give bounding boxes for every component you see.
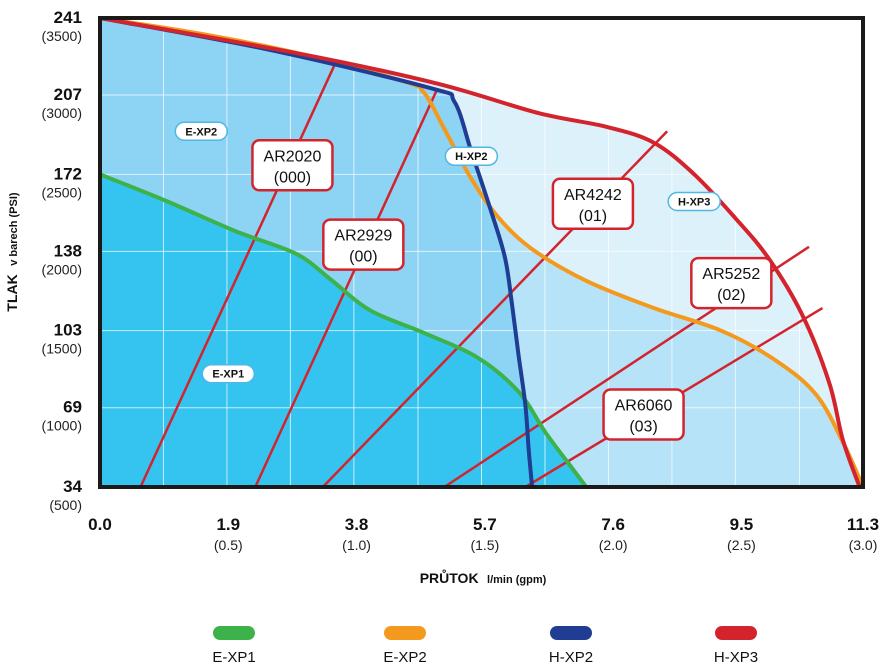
plot-frame [98,16,865,489]
x-tick-sublabel: (1.5) [470,537,499,553]
legend-label: H-XP3 [714,649,758,666]
y-tick-sublabel: (1000) [42,418,82,434]
ar-box-model: AR4242 [564,187,622,204]
legend-swatch [213,626,255,640]
legend-item-h-xp2: H-XP2 [549,626,593,666]
ar-box-code: (01) [579,208,607,225]
y-tick-sublabel: (3000) [42,105,82,121]
region-label-text: H-XP2 [455,151,487,163]
region-label-pill [201,363,256,384]
x-tick-sublabel: (0.5) [214,537,243,553]
ar-box-model: AR6060 [615,397,673,414]
region-label-text: E-XP1 [212,369,244,381]
y-tick-sublabel: (2000) [42,261,82,277]
legend-label: H-XP2 [549,649,593,666]
ar-box-ar6060: AR6060 (03) [602,388,685,441]
ar-box-ar5252: AR5252 (02) [690,256,773,310]
series-line-e-xp1 [100,172,589,487]
y-tick-sublabel: (2500) [42,184,82,200]
legend: E-XP1 E-XP2 H-XP2 H-XP3 [212,626,758,666]
legend-swatch [715,626,757,640]
y-tick-label: 69 [63,398,82,417]
ar-box-ar2929: AR2929 (00) [322,218,405,271]
region-label-e-xp1: E-XP1 [201,363,256,384]
x-axis: 0.0 1.9 (0.5) 3.8 (1.0) 5.7 (1.5) 7.6 (2.0) 9.5 (2… [88,515,879,553]
ar-box-code: (03) [629,418,657,435]
x-tick-label: 1.9 [216,515,240,534]
ar-box-code: (02) [717,287,745,304]
region-label-pill [667,191,721,212]
region-label-e-xp2: E-XP2 [174,121,229,142]
x-tick-label: 0.0 [88,515,112,534]
legend-item-h-xp3: H-XP3 [714,626,758,666]
region-label-text: H-XP3 [678,197,710,209]
region-label-h-xp2: H-XP2 [444,146,499,166]
ar-box-code: (00) [349,249,377,266]
y-axis-title-main: TLAK [4,274,20,311]
ar-line-ar2020 [139,60,338,487]
ar-box-frame [251,139,334,192]
x-tick-sublabel: (2.5) [727,537,756,553]
ar-box-model: AR5252 [702,266,760,283]
ar-box-frame [551,177,635,231]
svg-text:TLAK v barech (PSI): TLAK v barech (PSI) [4,192,21,311]
y-axis-title-unit: v barech (PSI) [8,192,20,266]
x-tick-label: 7.6 [601,515,625,534]
x-tick-sublabel: (1.0) [342,537,371,553]
legend-item-e-xp1: E-XP1 [212,626,256,666]
legend-label: E-XP2 [383,649,426,666]
region-label-pill [174,121,229,142]
series-line-h-xp3 [100,18,862,487]
ar-box-frame [602,388,685,441]
ar-box-model: AR2929 [334,228,392,245]
region-label-pill [444,146,499,166]
region-label-text: E-XP2 [185,126,217,138]
y-tick-label: 207 [54,85,82,104]
y-tick-label: 34 [63,477,82,496]
x-tick-sublabel: (3.0) [849,537,878,553]
y-tick-label: 241 [54,8,82,27]
ar-box-ar4242: AR4242 (01) [551,177,635,231]
series-line-h-xp2 [100,18,535,487]
y-tick-sublabel: (3500) [42,28,82,44]
ar-box-frame [690,256,773,310]
ar-box-frame [322,218,405,271]
y-axis-title: TLAK v barech (PSI) [4,192,21,311]
region-labels: E-XP2 H-XP2 H-XP3 E-XP1 [174,121,721,384]
legend-swatch [384,626,426,640]
series-lines [100,18,863,487]
ar-boxes: AR2020 (000) AR2929 (00) AR4242 (01) AR5252 (02… [251,139,773,441]
legend-item-e-xp2: E-XP2 [383,626,427,666]
x-tick-label: 11.3 [847,515,879,534]
y-tick-label: 103 [54,321,82,340]
ar-box-model: AR2020 [264,148,322,165]
x-tick-sublabel: (2.0) [599,537,628,553]
x-tick-label: 3.8 [345,515,369,534]
x-axis-title-main: PRŮTOK [420,568,479,586]
y-tick-label: 172 [54,164,82,183]
ar-box-ar2020: AR2020 (000) [251,139,334,192]
x-axis-title: PRŮTOK l/min (gpm) [420,568,547,587]
y-tick-sublabel: (1500) [42,341,82,357]
ar-line-ar2929 [254,87,439,487]
x-axis-title-unit: l/min (gpm) [487,574,547,586]
y-axis: 241(3500)207(3000)172(2500)138(2000)103(… [42,8,83,513]
x-tick-label: 9.5 [730,515,754,534]
legend-swatch [550,626,592,640]
y-tick-sublabel: (500) [49,497,82,513]
legend-label: E-XP1 [212,649,255,666]
x-tick-label: 5.7 [473,515,497,534]
region-label-h-xp3: H-XP3 [667,191,721,212]
y-tick-label: 138 [54,241,82,260]
ar-box-code: (000) [274,169,311,186]
